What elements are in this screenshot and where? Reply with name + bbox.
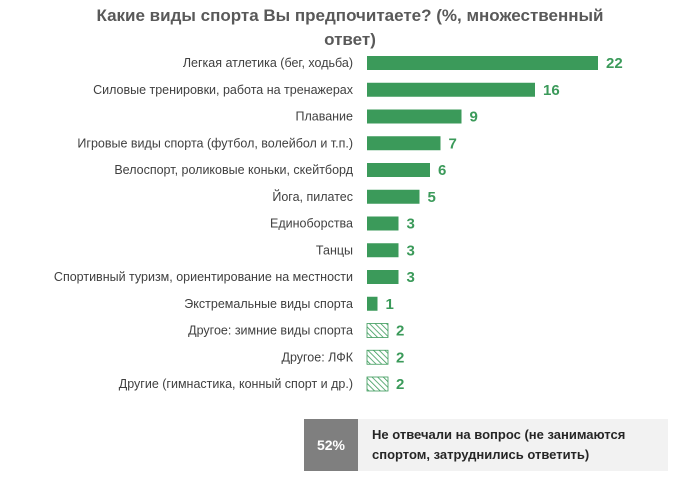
category-label: Велоспорт, роликовые коньки, скейтборд [114, 163, 353, 177]
value-label: 16 [543, 82, 560, 99]
value-label: 2 [396, 349, 404, 366]
value-label: 5 [428, 189, 436, 206]
value-label: 2 [396, 376, 404, 393]
category-label: Другое: зимние виды спорта [188, 324, 353, 338]
value-label: 22 [606, 55, 623, 72]
no-answer-text: Не отвечали на вопрос (не занимаются спо… [372, 427, 626, 462]
bar [366, 349, 389, 365]
value-label: 3 [407, 269, 415, 286]
value-label: 2 [396, 323, 404, 340]
bar [367, 189, 420, 204]
category-label: Легкая атлетика (бег, ходьба) [183, 56, 353, 70]
value-label: 6 [438, 162, 446, 179]
value-label: 3 [407, 216, 415, 233]
bar [366, 376, 389, 392]
category-label: Плавание [295, 110, 353, 124]
bar [367, 82, 535, 97]
category-label: Игровые виды спорта (футбол, волейбол и … [77, 136, 353, 150]
category-label: Танцы [316, 243, 353, 257]
chart-title: Какие виды спорта Вы предпочитаете? (%, … [96, 6, 604, 49]
bar [367, 109, 462, 124]
value-label: 1 [386, 296, 394, 313]
no-answer-note: 52% Не отвечали на вопрос (не занимаются… [304, 419, 668, 471]
value-label: 9 [470, 109, 478, 126]
category-label: Другие (гимнастика, конный спорт и др.) [119, 377, 353, 391]
category-label: Другое: ЛФК [281, 350, 353, 364]
bar [366, 323, 389, 338]
category-label: Силовые тренировки, работа на тренажерах [93, 83, 354, 97]
value-label: 3 [407, 242, 415, 259]
bar [367, 56, 598, 70]
category-label: Единоборства [270, 217, 353, 231]
no-answer-percent-badge: 52% [304, 419, 358, 471]
category-label: Экстремальные виды спорта [184, 297, 353, 311]
category-label: Йога, пилатес [272, 189, 353, 204]
category-label: Спортивный туризм, ориентирование на мес… [54, 270, 353, 284]
bar [367, 136, 441, 151]
value-label: 7 [449, 135, 457, 152]
bar [367, 243, 399, 258]
bar [367, 216, 399, 231]
bar [367, 163, 430, 177]
bar [367, 296, 378, 311]
bar [367, 270, 399, 284]
